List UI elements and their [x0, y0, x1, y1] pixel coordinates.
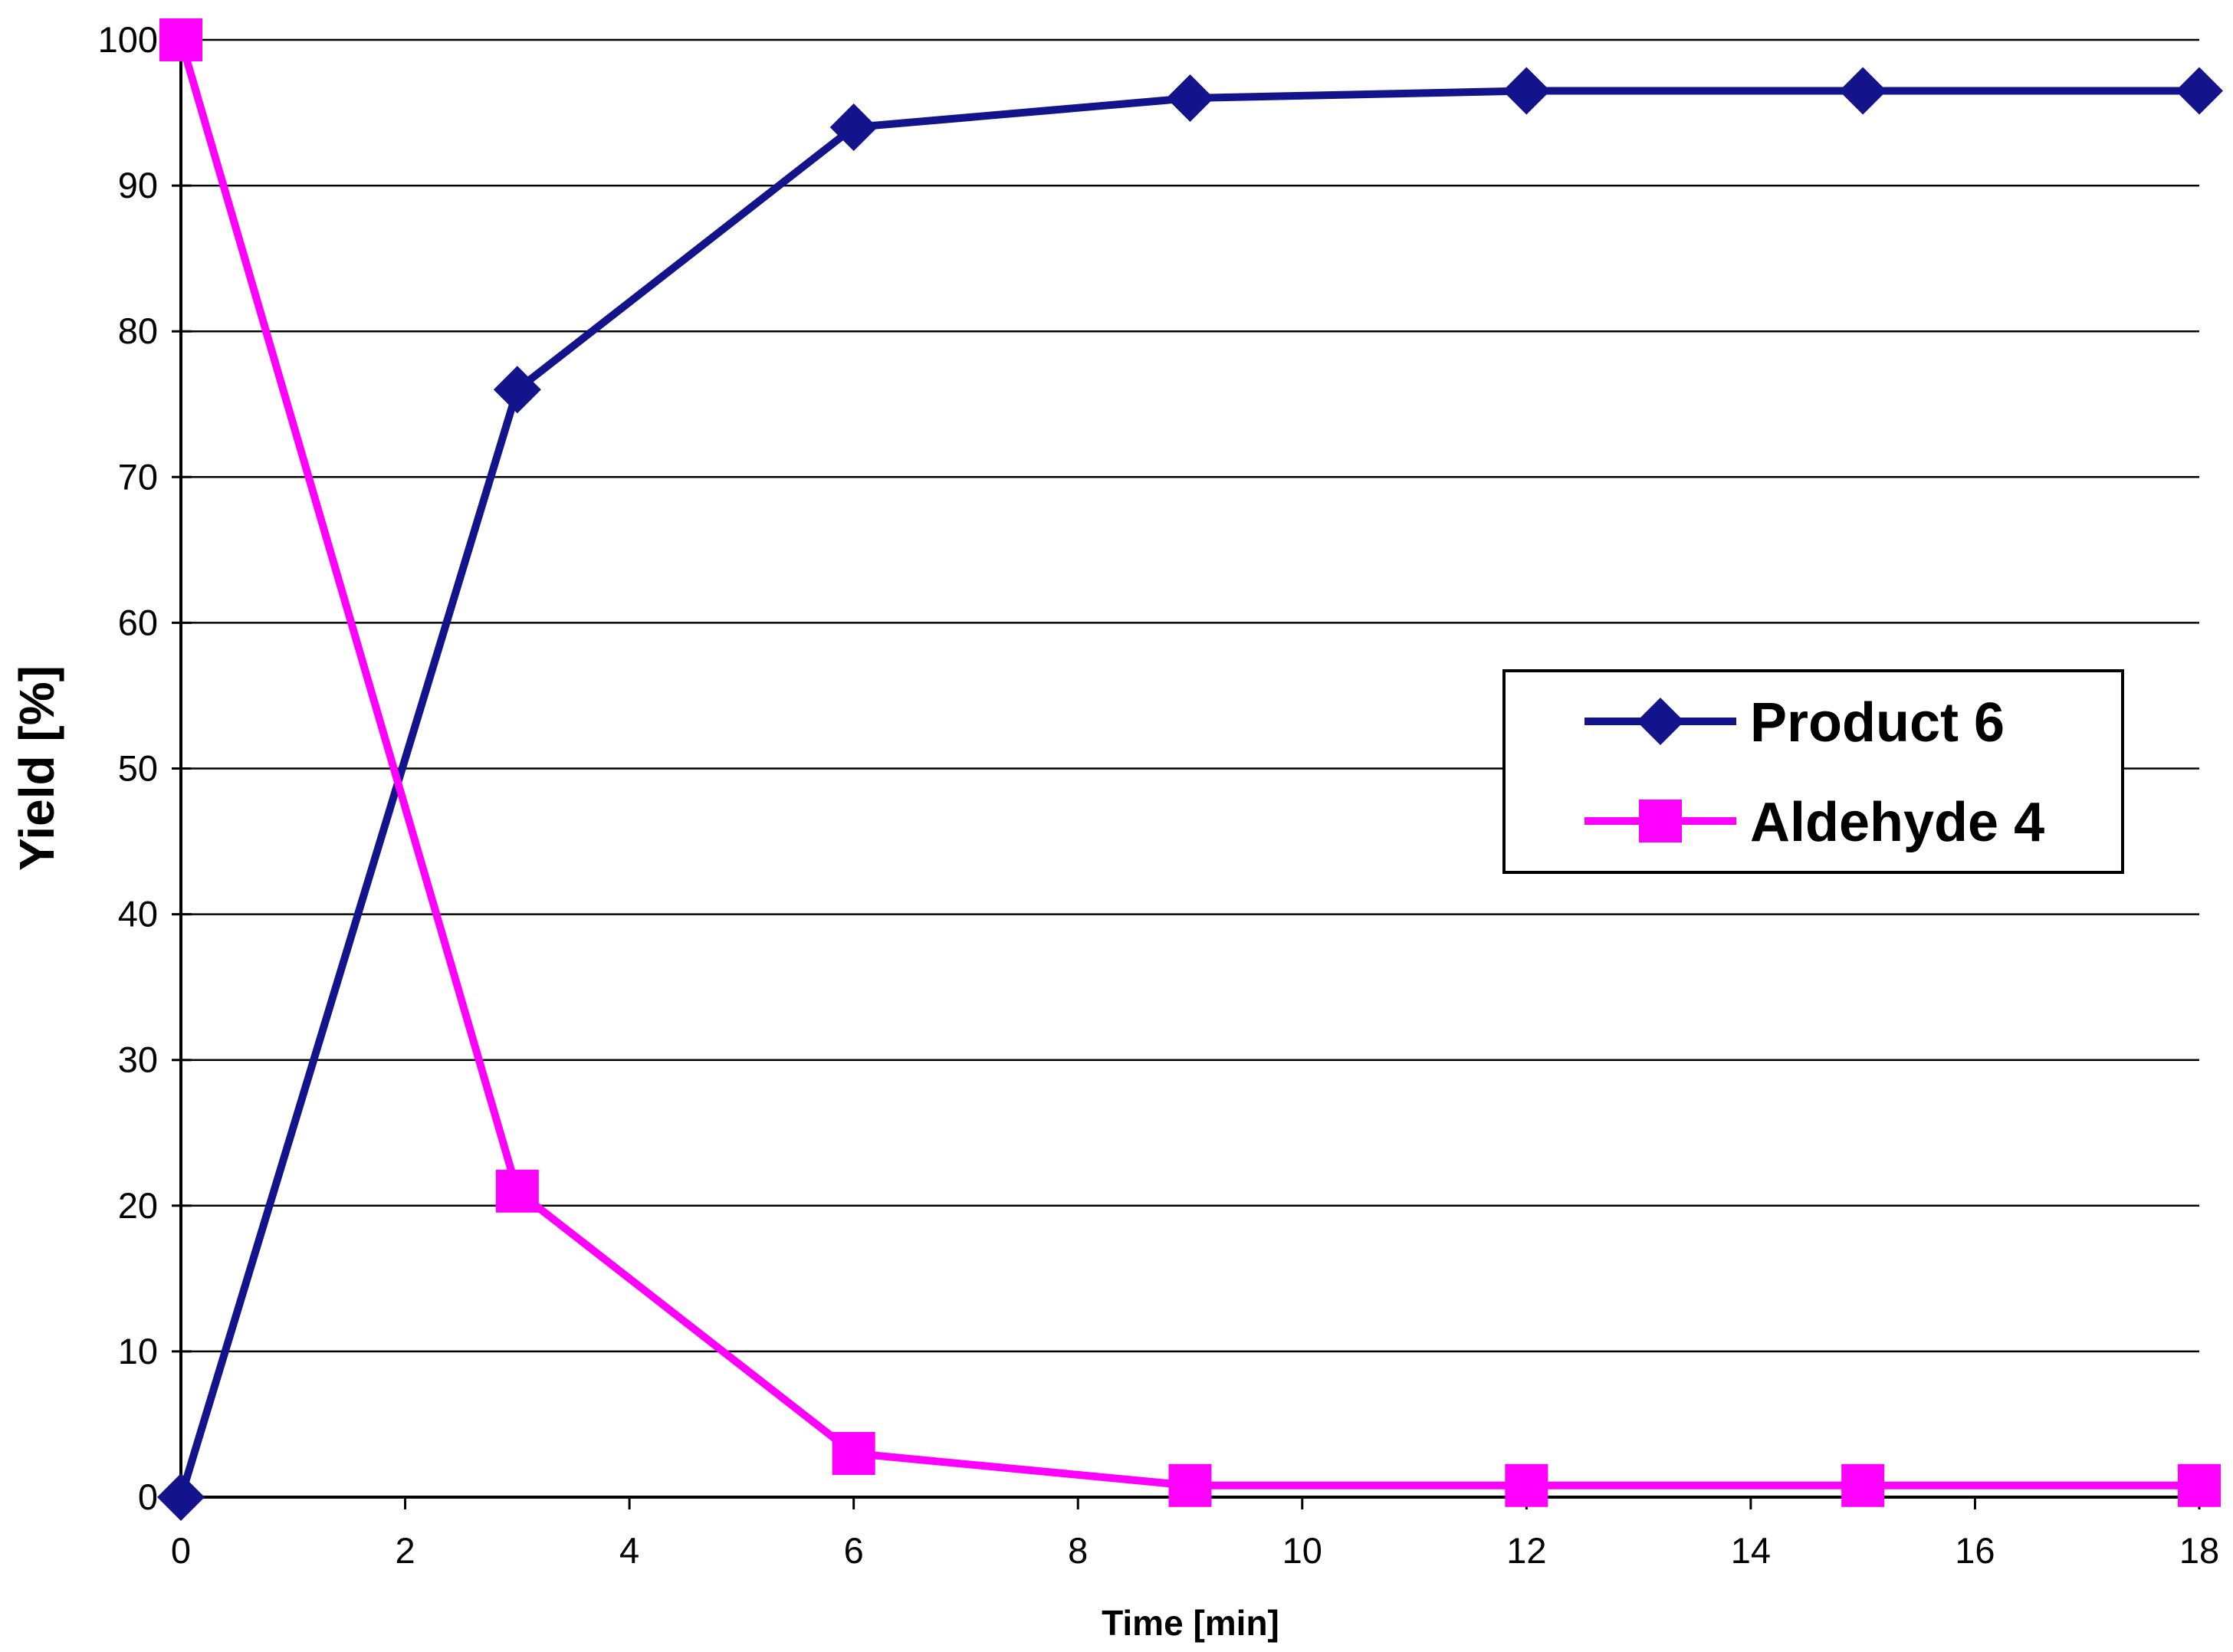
legend-entry-aldehyde: Aldehyde 4	[1584, 792, 2044, 853]
x-tick-label-12: 12	[1506, 1530, 1546, 1571]
y-tick-label-50: 50	[118, 748, 158, 789]
y-axis-title: Yield [%]	[9, 665, 64, 871]
legend-square-icon	[1639, 800, 1682, 842]
legend-label-product: Product 6	[1750, 692, 2005, 754]
legend-entry-product: Product 6	[1584, 692, 2005, 754]
data-point-diamond	[2176, 67, 2223, 115]
series-lines	[157, 18, 2223, 1521]
tick-labels: 0 10 20 30 40 50 60 70 80 90 100 0 2 4 6 8 10 12 14 16 18	[98, 19, 2220, 1571]
data-point-diamond	[829, 103, 878, 152]
y-tick-label-100: 100	[98, 19, 158, 60]
x-tick-label-10: 10	[1282, 1530, 1322, 1571]
data-point-square	[1505, 1463, 1548, 1507]
x-tick-label-4: 4	[619, 1530, 639, 1571]
x-tick-label-8: 8	[1068, 1530, 1088, 1571]
y-tick-label-0: 0	[138, 1476, 158, 1517]
data-point-square	[1168, 1463, 1212, 1507]
y-tick-label-20: 20	[118, 1185, 158, 1226]
data-point-diamond	[1839, 67, 1887, 115]
data-point-diamond	[157, 1473, 205, 1521]
y-tick-label-10: 10	[118, 1331, 158, 1371]
data-point-square	[495, 1169, 539, 1213]
x-tick-label-6: 6	[844, 1530, 864, 1571]
legend-diamond-icon	[1637, 698, 1684, 745]
x-tick-label-2: 2	[395, 1530, 415, 1571]
data-point-diamond	[493, 366, 541, 414]
y-tick-label-60: 60	[118, 602, 158, 642]
x-tick-label-18: 18	[2179, 1530, 2219, 1571]
y-tick-label-40: 40	[118, 894, 158, 934]
data-point-square	[2178, 1463, 2221, 1507]
data-point-square	[159, 18, 202, 61]
x-tick-label-14: 14	[1731, 1530, 1771, 1571]
legend: Product 6 Aldehyde 4	[1502, 669, 2124, 874]
data-point-square	[832, 1431, 875, 1475]
x-axis-title: Time [min]	[1102, 1603, 1279, 1643]
legend-label-aldehyde: Aldehyde 4	[1750, 792, 2044, 853]
x-tick-label-16: 16	[1955, 1530, 1995, 1571]
data-point-diamond	[1166, 74, 1214, 123]
x-tick-label-0: 0	[171, 1530, 191, 1571]
y-tick-label-80: 80	[118, 310, 158, 351]
legend-box	[1502, 669, 2124, 874]
data-point-diamond	[1502, 67, 1551, 115]
data-point-square	[1841, 1463, 1885, 1507]
y-tick-label-70: 70	[118, 456, 158, 497]
y-tick-label-90: 90	[118, 165, 158, 205]
y-tick-label-30: 30	[118, 1039, 158, 1080]
